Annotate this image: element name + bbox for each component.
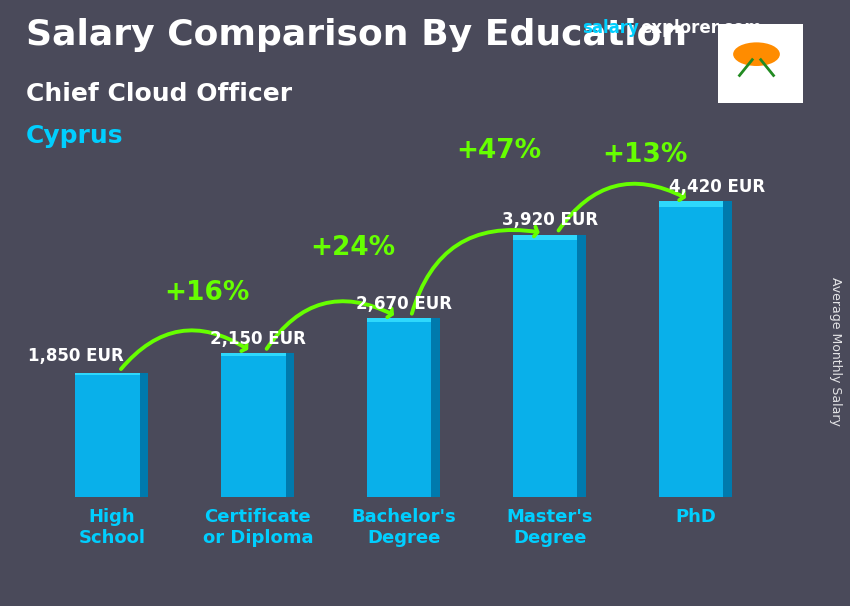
Text: Chief Cloud Officer: Chief Cloud Officer: [26, 82, 292, 106]
Bar: [513, 235, 586, 497]
Text: +47%: +47%: [456, 138, 541, 164]
Bar: [659, 201, 723, 207]
Bar: [139, 373, 149, 497]
Text: +16%: +16%: [164, 280, 249, 306]
Ellipse shape: [733, 42, 779, 66]
Text: 1,850 EUR: 1,850 EUR: [27, 347, 123, 365]
Bar: [367, 318, 432, 322]
Text: salary: salary: [582, 19, 639, 38]
Text: +24%: +24%: [310, 235, 395, 261]
Bar: [513, 235, 577, 239]
Text: 2,150 EUR: 2,150 EUR: [210, 330, 306, 348]
Bar: [659, 201, 732, 497]
Bar: [76, 373, 149, 497]
Bar: [221, 353, 294, 497]
Text: 2,670 EUR: 2,670 EUR: [356, 295, 451, 313]
Text: Cyprus: Cyprus: [26, 124, 123, 148]
Text: 4,420 EUR: 4,420 EUR: [670, 178, 766, 196]
Text: Salary Comparison By Education: Salary Comparison By Education: [26, 18, 687, 52]
Bar: [367, 318, 440, 497]
Bar: [577, 235, 586, 497]
Text: +13%: +13%: [602, 142, 688, 167]
Bar: [723, 201, 732, 497]
Bar: [286, 353, 294, 497]
Bar: [76, 373, 139, 376]
Text: Average Monthly Salary: Average Monthly Salary: [829, 277, 842, 426]
Text: explorer.com: explorer.com: [640, 19, 762, 38]
Bar: [221, 353, 286, 356]
Bar: [432, 318, 440, 497]
Text: 3,920 EUR: 3,920 EUR: [502, 211, 598, 230]
